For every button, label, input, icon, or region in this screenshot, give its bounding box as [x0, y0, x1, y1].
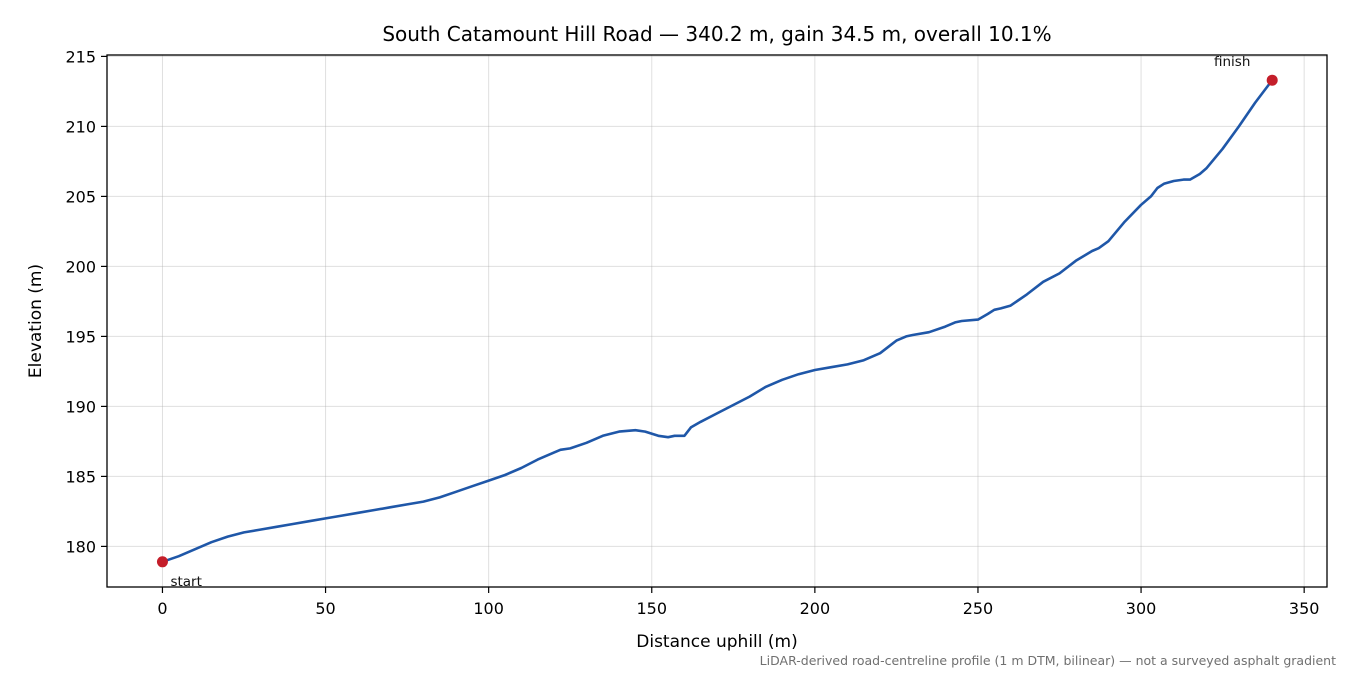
finish-marker	[1266, 74, 1278, 86]
finish-label: finish	[1214, 54, 1250, 70]
chart-title: South Catamount Hill Road — 340.2 m, gai…	[382, 22, 1051, 46]
y-axis-title: Elevation (m)	[26, 264, 46, 378]
x-tick-label: 50	[315, 599, 335, 618]
x-axis-ticks: 0 50 100 150 200 250 300 350	[157, 587, 1319, 618]
y-tick-label: 205	[65, 187, 96, 206]
y-axis-ticks: 180 185 190 195 200 205 210 215	[65, 47, 107, 556]
y-tick-label: 195	[65, 327, 96, 346]
x-tick-label: 150	[636, 599, 667, 618]
x-tick-label: 300	[1126, 599, 1157, 618]
start-marker	[156, 556, 168, 568]
y-tick-label: 180	[65, 537, 96, 556]
y-tick-label: 200	[65, 257, 96, 276]
x-tick-label: 0	[157, 599, 167, 618]
y-tick-label: 185	[65, 467, 96, 486]
x-axis-title: Distance uphill (m)	[636, 632, 797, 652]
y-tick-label: 215	[65, 47, 96, 66]
x-tick-label: 350	[1289, 599, 1320, 618]
x-tick-label: 100	[473, 599, 504, 618]
footnote: LiDAR-derived road-centreline profile (1…	[760, 653, 1336, 668]
elevation-profile-line	[161, 78, 1274, 564]
grid	[107, 55, 1327, 587]
x-tick-label: 250	[963, 599, 994, 618]
y-tick-label: 190	[65, 397, 96, 416]
start-label: start	[170, 574, 201, 590]
y-tick-label: 210	[65, 117, 96, 136]
plot-area-frame	[106, 54, 1328, 588]
x-tick-label: 200	[800, 599, 831, 618]
